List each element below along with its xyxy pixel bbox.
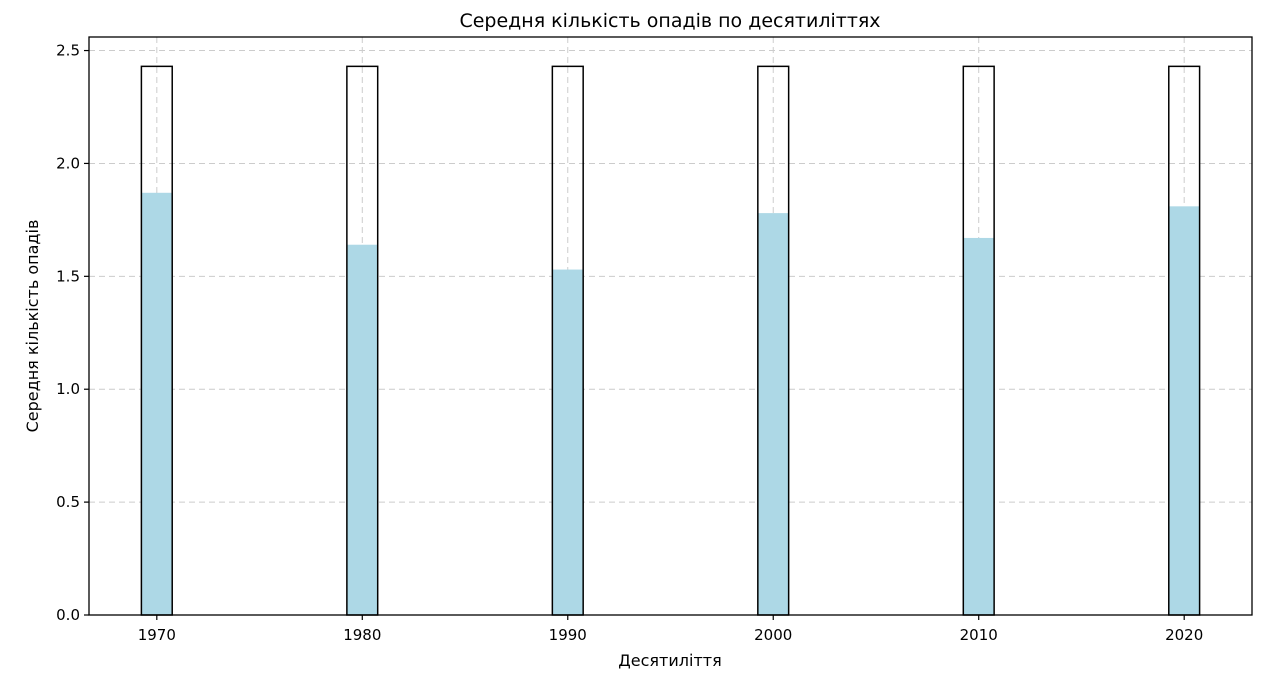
x-tick-label: 2010 bbox=[960, 626, 998, 644]
y-tick-label: 2.5 bbox=[56, 42, 80, 60]
y-tick-label: 2.0 bbox=[56, 154, 80, 172]
bar bbox=[1168, 206, 1200, 615]
x-tick-label: 2000 bbox=[754, 626, 792, 644]
x-axis: 1970 1980 1990 2000 2010 2020 bbox=[138, 615, 1203, 644]
y-tick-label: 0.5 bbox=[56, 493, 80, 511]
x-tick-label: 1970 bbox=[138, 626, 176, 644]
y-tick-label: 1.0 bbox=[56, 380, 80, 398]
bar bbox=[963, 237, 995, 615]
bars bbox=[140, 65, 1201, 616]
plot-frame bbox=[88, 36, 1253, 616]
x-tick-label: 2020 bbox=[1165, 626, 1203, 644]
chart-title: Середня кількість опадів по десятиліттях bbox=[459, 10, 880, 32]
y-tick-label: 1.5 bbox=[56, 267, 80, 285]
y-axis: 0.0 0.5 1.0 1.5 2.0 2.5 bbox=[56, 42, 89, 624]
bar bbox=[346, 244, 378, 615]
x-tick-label: 1990 bbox=[549, 626, 587, 644]
y-tick-label: 0.0 bbox=[56, 606, 80, 624]
bar bbox=[757, 213, 789, 615]
x-tick-label: 1980 bbox=[343, 626, 381, 644]
x-axis-label: Десятиліття bbox=[618, 651, 721, 670]
bar bbox=[141, 192, 173, 615]
bar bbox=[552, 269, 584, 615]
grid bbox=[89, 37, 1252, 616]
y-axis-label: Середня кількість опадів bbox=[23, 220, 42, 433]
